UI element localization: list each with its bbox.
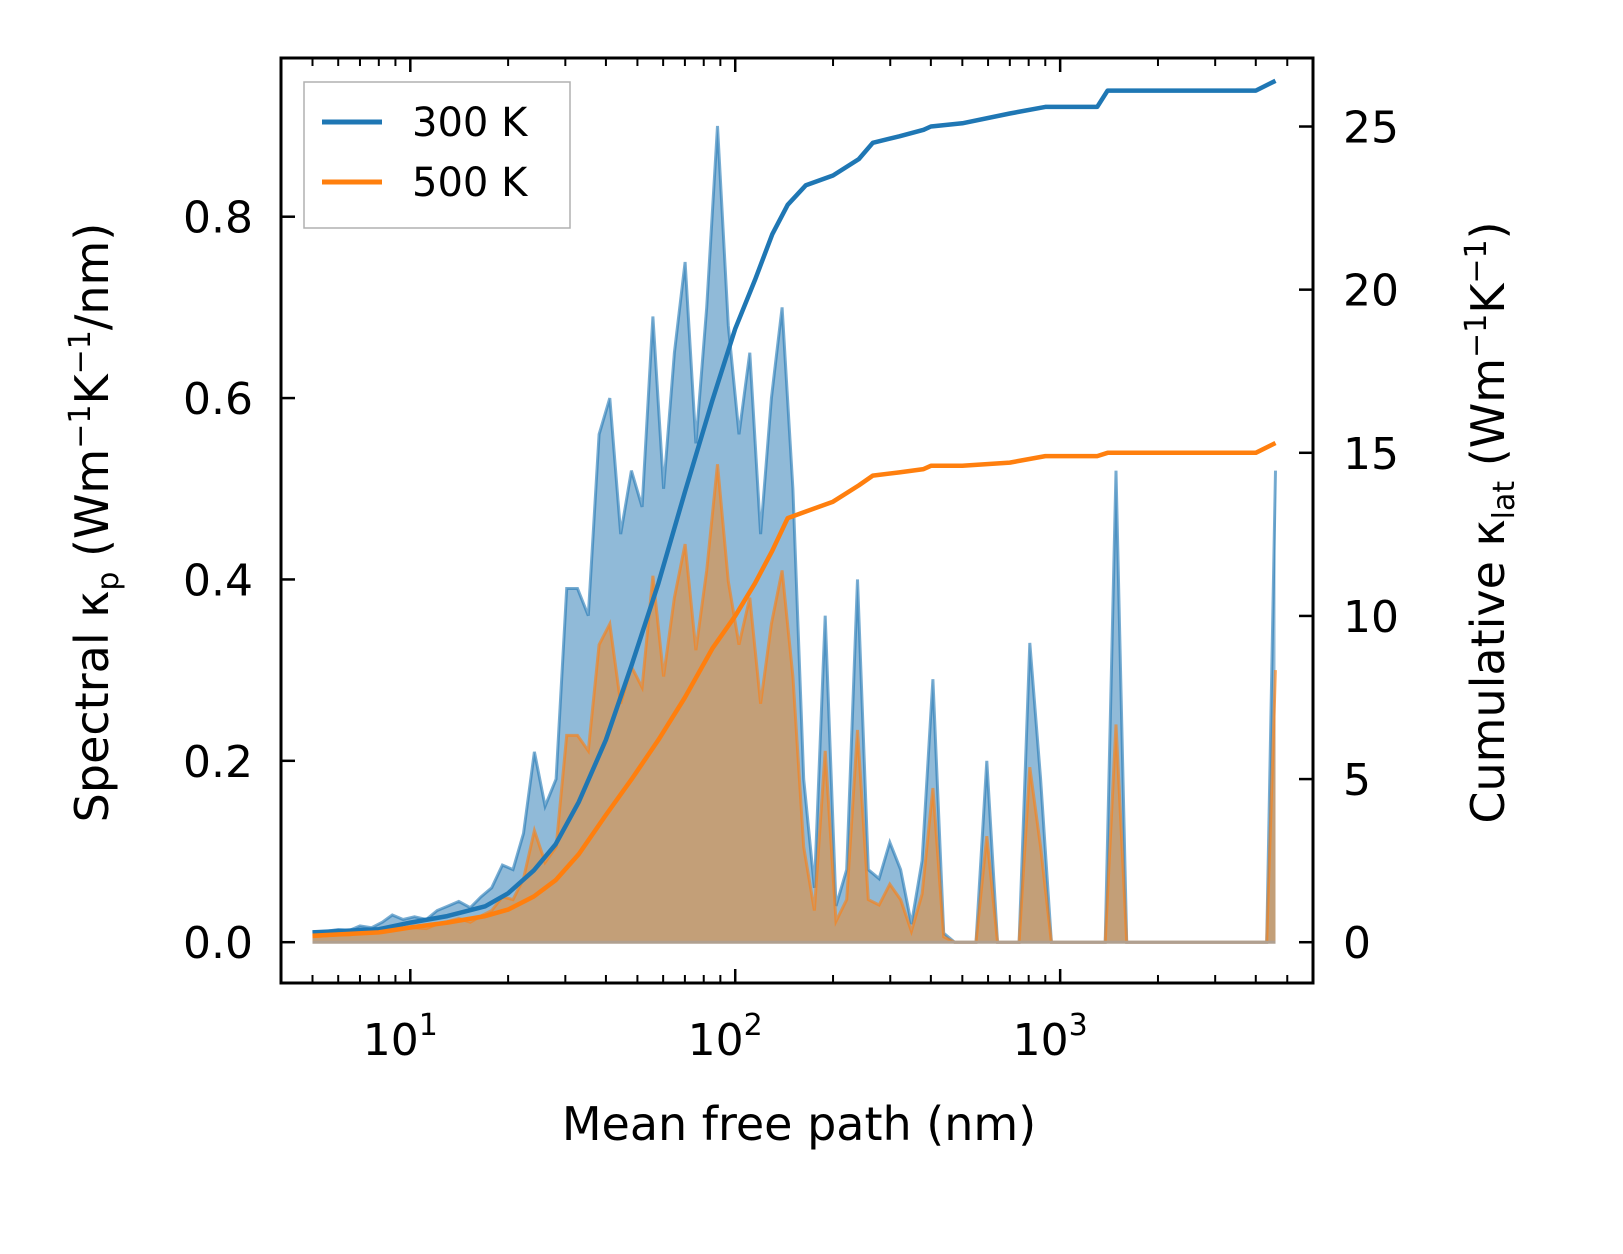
x-tick-label: 101 bbox=[363, 1008, 438, 1066]
legend-label-300k: 300 K bbox=[412, 100, 529, 146]
plot-frame bbox=[279, 56, 1315, 985]
axis-ticks bbox=[280, 58, 1314, 983]
y-left-tick-label: 0.8 bbox=[183, 193, 253, 244]
y-left-tick-label: 0.0 bbox=[183, 918, 253, 969]
cumulative-line-300k bbox=[312, 78, 1277, 935]
y-right-tick-label: 15 bbox=[1343, 429, 1399, 480]
x-tick-label: 102 bbox=[688, 1008, 763, 1066]
y-right-tick-label: 0 bbox=[1343, 918, 1371, 969]
y-left-tick-label: 0.4 bbox=[183, 555, 253, 606]
spectral-edge-300k bbox=[312, 125, 1277, 944]
tick-labels: 101 102 103 0.0 0.2 0.4 0.6 0.8 0 5 10 15 20 25 bbox=[183, 103, 1399, 1066]
y-right-tick-label: 5 bbox=[1343, 755, 1371, 806]
legend-box bbox=[303, 81, 571, 229]
cumulative-lines bbox=[312, 78, 1277, 938]
y-left-tick-label: 0.6 bbox=[183, 374, 253, 425]
y-axis-right-label: Cumulative κlat (Wm−1K−1) bbox=[1459, 221, 1522, 823]
x-axis-label: Mean free path (nm) bbox=[562, 1097, 1036, 1151]
x-tick-label: 103 bbox=[1013, 1008, 1088, 1066]
y-left-tick-label: 0.2 bbox=[183, 737, 253, 788]
y-axis-left-label: Spectral κp (Wm−1K−1/nm) bbox=[63, 223, 126, 823]
y-right-tick-label: 20 bbox=[1343, 266, 1399, 317]
cumulative-line-500k bbox=[312, 440, 1277, 938]
legend-label-500k: 500 K bbox=[412, 160, 529, 206]
y-right-tick-label: 25 bbox=[1343, 103, 1399, 154]
legend: 300 K 500 K bbox=[303, 81, 571, 229]
plot-area bbox=[312, 78, 1277, 944]
y-right-tick-label: 10 bbox=[1343, 592, 1399, 643]
